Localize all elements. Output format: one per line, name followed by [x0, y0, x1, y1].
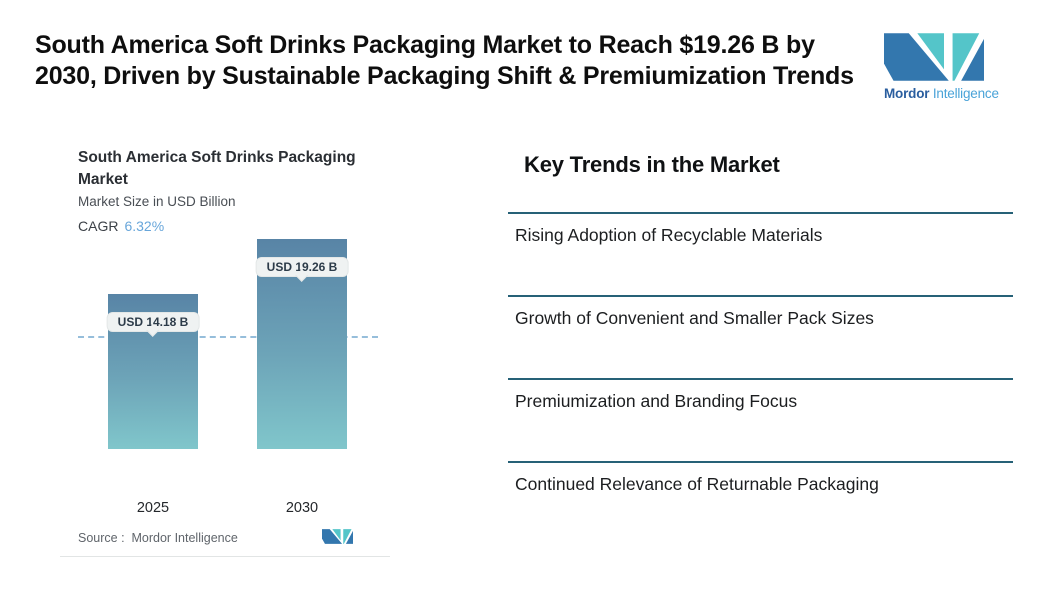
cagr-value: 6.32%	[124, 218, 165, 234]
mordor-logo-icon	[884, 33, 984, 81]
trend-item-label: Premiumization and Branding Focus	[515, 391, 798, 411]
trend-row: Rising Adoption of Recyclable Materials	[508, 212, 1013, 246]
trend-item-label: Growth of Convenient and Smaller Pack Si…	[515, 308, 874, 328]
card-divider	[60, 556, 390, 557]
source-attribution: Source : Mordor Intelligence	[78, 531, 238, 545]
trend-item-label: Continued Relevance of Returnable Packag…	[515, 474, 879, 494]
value-label-text: USD 19.26 B	[266, 260, 338, 274]
trend-row: Growth of Convenient and Smaller Pack Si…	[508, 295, 1013, 329]
chart-card: South America Soft Drinks Packaging Mark…	[57, 130, 390, 557]
value-label-2030: USD 19.26 B	[255, 257, 349, 282]
cagr-label: CAGR	[78, 218, 119, 234]
brand-name-light: Intelligence	[932, 86, 999, 101]
reference-dashed-line	[78, 336, 378, 338]
brand-block: Mordor Intelligence	[884, 33, 1004, 101]
trend-item-label: Rising Adoption of Recyclable Materials	[515, 225, 823, 245]
trend-row: Continued Relevance of Returnable Packag…	[508, 461, 1013, 495]
brand-wordmark: Mordor Intelligence	[884, 86, 1004, 101]
x-axis-label-2030: 2030	[285, 500, 319, 516]
brand-name-bold: Mordor	[884, 86, 930, 101]
mordor-logo-small-icon	[322, 529, 353, 544]
trend-row: Premiumization and Branding Focus	[508, 378, 1013, 412]
value-label-2025: USD 14.18 B	[106, 312, 200, 337]
chart-subtitle: Market Size in USD Billion	[78, 194, 236, 209]
key-trends-heading: Key Trends in the Market	[524, 152, 780, 177]
chart-cagr: CAGR 6.32%	[78, 218, 164, 234]
chart-title: South America Soft Drinks Packaging Mark…	[78, 149, 356, 188]
page-title: South America Soft Drinks Packaging Mark…	[35, 31, 854, 90]
x-axis-label-2025: 2025	[136, 500, 170, 516]
value-label-text: USD 14.18 B	[117, 315, 189, 329]
